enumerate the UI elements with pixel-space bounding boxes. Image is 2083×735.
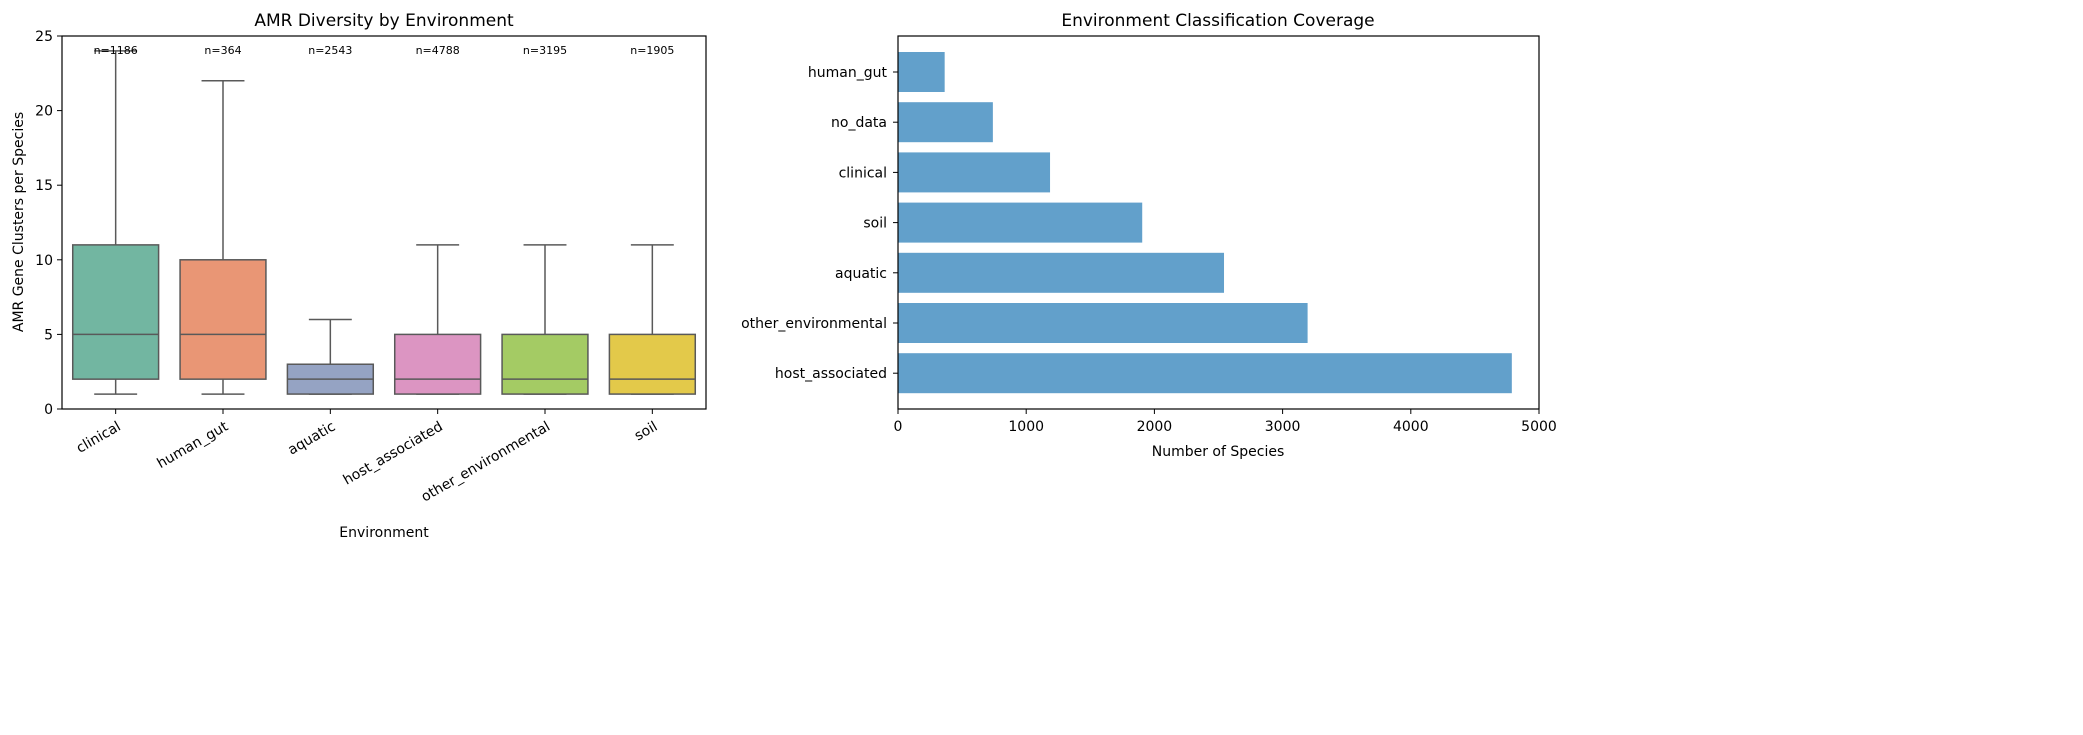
count-label: n=3195 <box>523 44 567 57</box>
count-label: n=2543 <box>308 44 352 57</box>
x-tick-label: host_associated <box>341 419 446 489</box>
y-tick-label: human_gut <box>808 65 888 81</box>
boxplot-ylabel: AMR Gene Clusters per Species <box>11 112 27 332</box>
bar-human_gut <box>898 52 945 92</box>
boxplot-title: AMR Diversity by Environment <box>254 11 514 31</box>
x-tick-label: aquatic <box>285 419 338 459</box>
bar-host_associated <box>898 353 1512 394</box>
count-label: n=1905 <box>630 44 674 57</box>
x-tick-label: 5000 <box>1521 419 1557 435</box>
y-tick-label: 25 <box>35 29 53 45</box>
bar-other_environmental <box>898 303 1308 343</box>
x-tick-label: clinical <box>74 419 124 457</box>
y-tick-label: soil <box>863 216 887 232</box>
y-tick-label: host_associated <box>775 366 887 382</box>
box-human_gut <box>179 259 267 380</box>
boxplot-xlabel: Environment <box>339 525 429 541</box>
y-tick-label: 20 <box>35 104 53 120</box>
y-tick-label: aquatic <box>835 266 887 282</box>
plot-frame <box>897 35 1540 410</box>
bar-xlabel: Number of Species <box>1152 444 1285 460</box>
y-tick-label: clinical <box>839 165 887 181</box>
box-host_associated <box>393 333 482 395</box>
x-tick-label: 2000 <box>1137 419 1173 435</box>
x-tick-label: 4000 <box>1393 419 1429 435</box>
y-tick-label: 5 <box>44 327 53 343</box>
x-tick-label: human_gut <box>155 418 232 472</box>
bar-soil <box>898 202 1143 243</box>
y-tick-label: 0 <box>44 402 53 418</box>
bar-chart: Environment Classification Coverage Numb… <box>741 11 1557 460</box>
count-label: n=4788 <box>416 44 460 57</box>
count-label: n=1186 <box>94 44 138 57</box>
count-label: n=364 <box>204 44 241 57</box>
bar-aquatic <box>898 252 1225 293</box>
boxplot-chart: AMR Diversity by Environment AMR Gene Cl… <box>11 11 707 541</box>
x-tick-label: soil <box>632 419 660 445</box>
box-other_environmental <box>501 333 589 395</box>
plot-frame <box>61 35 707 410</box>
y-tick-label: 10 <box>35 253 53 269</box>
bar-title: Environment Classification Coverage <box>1061 11 1374 31</box>
y-tick-label: other_environmental <box>741 316 887 332</box>
box-clinical <box>71 244 160 380</box>
x-tick-label: 0 <box>894 419 903 435</box>
bar-clinical <box>898 152 1051 193</box>
box-soil <box>608 333 697 395</box>
x-tick-label: 3000 <box>1265 419 1301 435</box>
bar-no_data <box>898 102 993 143</box>
x-tick-label: 1000 <box>1008 419 1044 435</box>
y-tick-label: 15 <box>35 178 53 194</box>
y-tick-label: no_data <box>831 115 887 131</box>
